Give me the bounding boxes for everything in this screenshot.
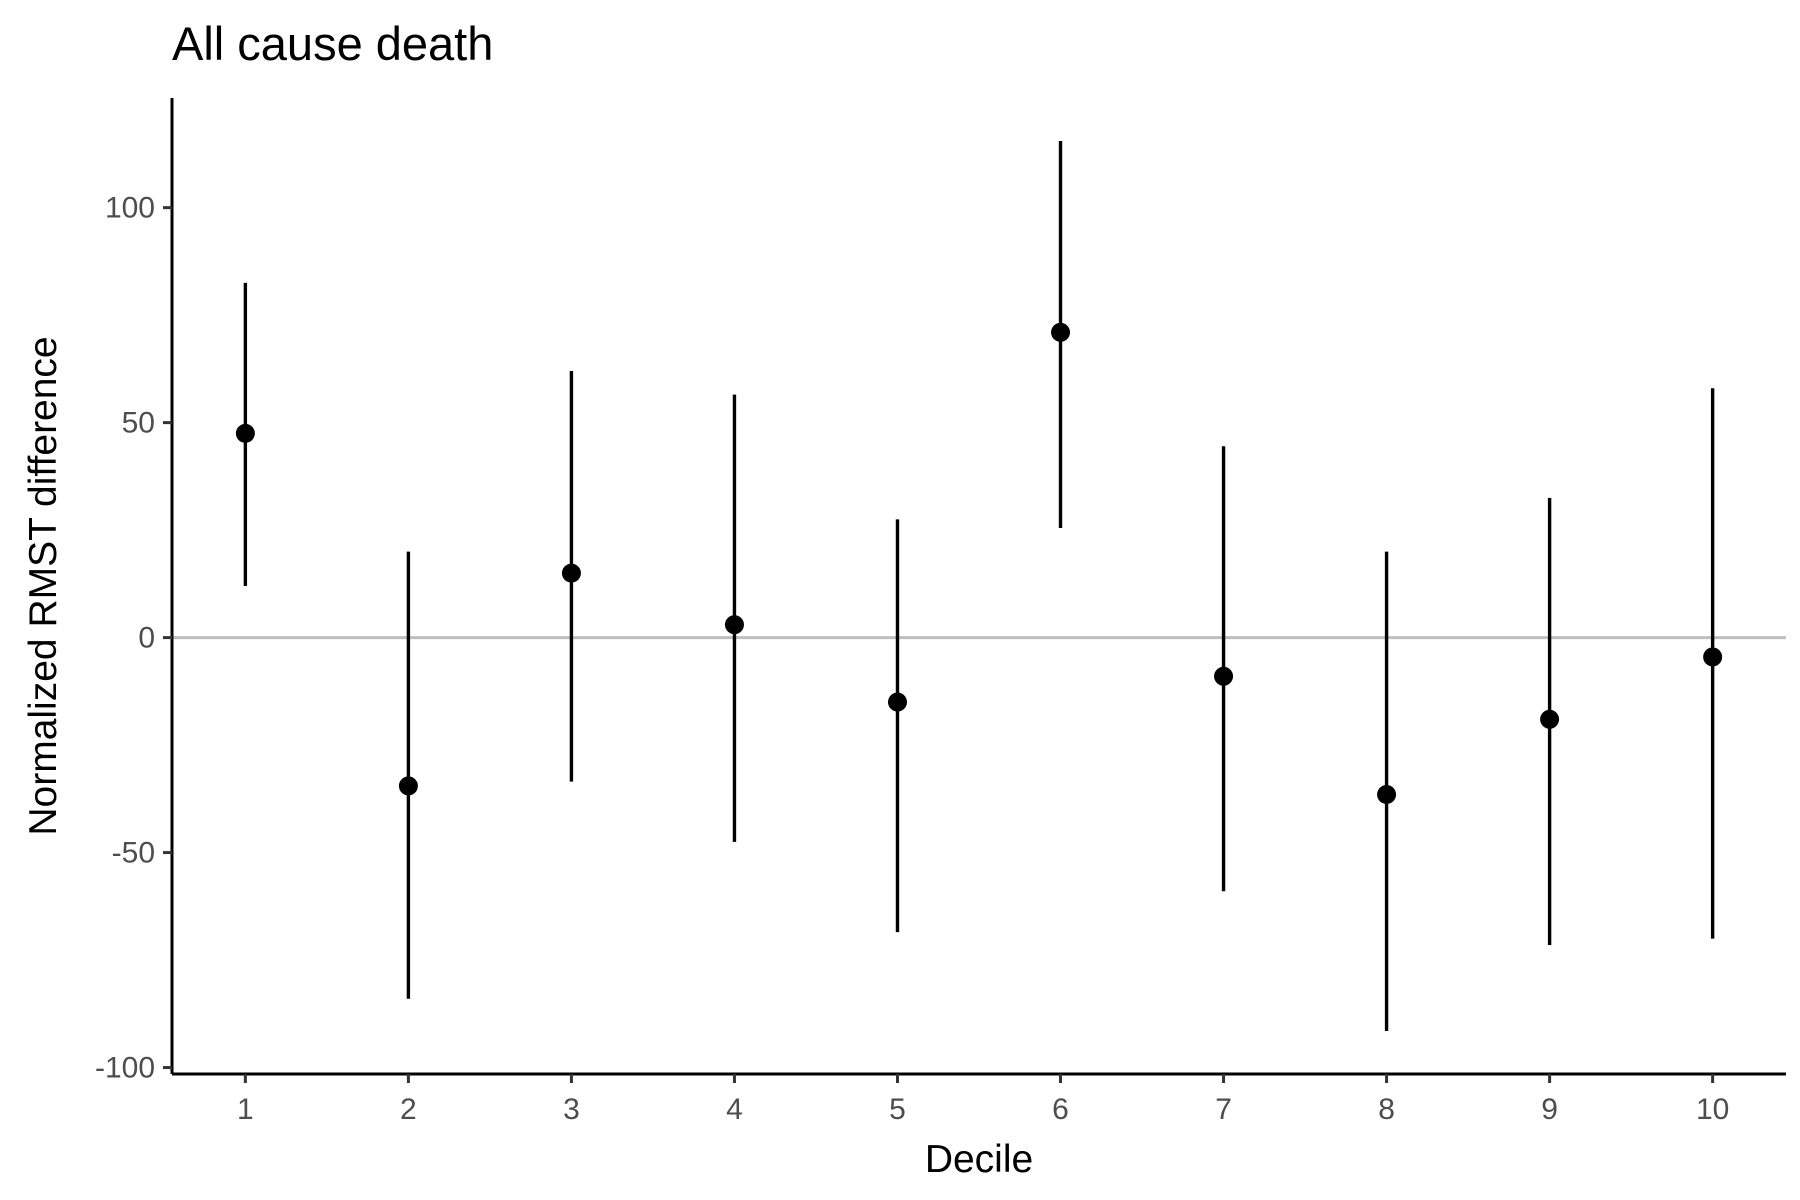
chart-title: All cause death bbox=[172, 17, 493, 70]
x-tick-label: 7 bbox=[1215, 1093, 1232, 1126]
y-tick-label: 100 bbox=[105, 192, 155, 225]
errorbar-layer bbox=[243, 140, 1715, 1032]
x-tick-label: 6 bbox=[1052, 1093, 1069, 1126]
y-tick-label: 50 bbox=[122, 407, 155, 440]
y-tick-label: -100 bbox=[95, 1052, 155, 1085]
x-tick-label: 5 bbox=[889, 1093, 906, 1126]
point-decile-10 bbox=[1703, 647, 1723, 667]
x-axis-title: Decile bbox=[925, 1138, 1033, 1181]
point-decile-5 bbox=[887, 692, 907, 712]
point-decile-7 bbox=[1214, 666, 1234, 686]
x-tick-label: 8 bbox=[1378, 1093, 1395, 1126]
y-axis-ticks: -100 -50 0 50 100 bbox=[95, 192, 172, 1085]
plot-area bbox=[172, 140, 1786, 1032]
y-tick-label: -50 bbox=[112, 837, 155, 870]
point-decile-4 bbox=[724, 615, 744, 635]
x-tick-label: 10 bbox=[1696, 1093, 1729, 1126]
x-tick-label: 2 bbox=[400, 1093, 417, 1126]
point-decile-8 bbox=[1377, 785, 1397, 805]
y-tick-label: 0 bbox=[138, 622, 155, 655]
point-decile-1 bbox=[235, 423, 255, 443]
point-layer bbox=[235, 322, 1723, 805]
x-axis-ticks: 1 2 3 4 5 6 7 8 9 10 bbox=[237, 1074, 1729, 1126]
x-tick-label: 9 bbox=[1541, 1093, 1558, 1126]
point-decile-3 bbox=[561, 563, 581, 583]
point-decile-2 bbox=[398, 776, 418, 796]
x-tick-label: 3 bbox=[563, 1093, 580, 1126]
point-decile-6 bbox=[1051, 322, 1071, 342]
x-tick-label: 1 bbox=[237, 1093, 254, 1126]
x-tick-label: 4 bbox=[726, 1093, 743, 1126]
point-decile-9 bbox=[1540, 709, 1560, 729]
y-axis-title: Normalized RMST difference bbox=[22, 336, 65, 835]
